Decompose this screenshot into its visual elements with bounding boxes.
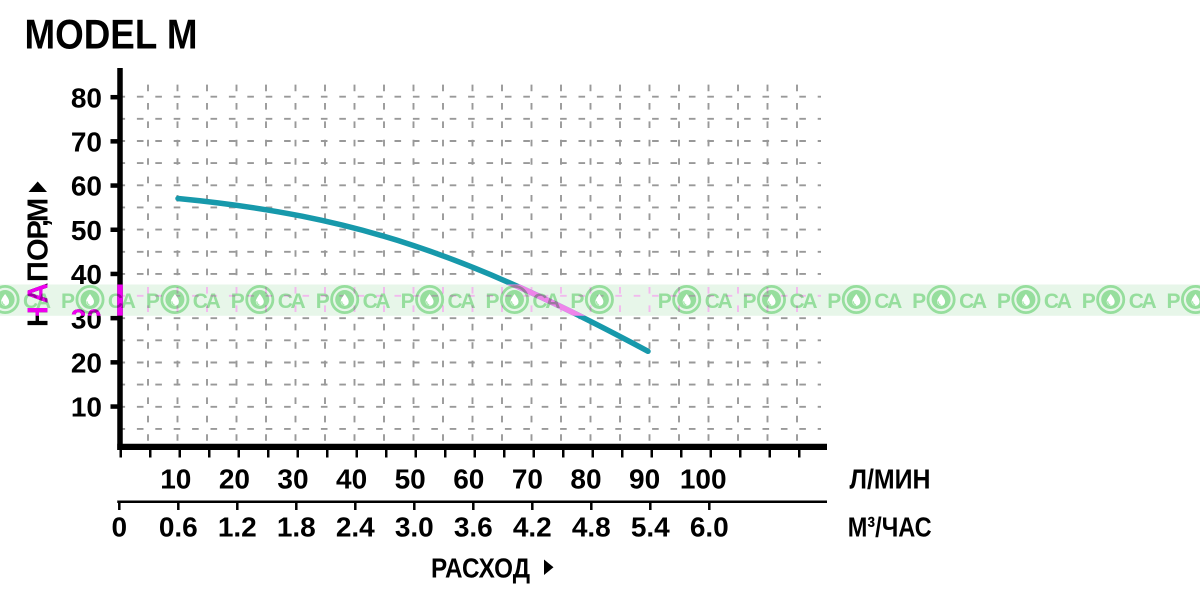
svg-text:Р: Р: [1167, 290, 1181, 313]
svg-text:Р: Р: [316, 290, 330, 313]
svg-text:СА: СА: [1044, 290, 1072, 313]
svg-text:1.8: 1.8: [277, 512, 316, 543]
svg-text:70: 70: [512, 464, 543, 495]
svg-text:СА: СА: [1129, 290, 1157, 313]
svg-text:3.6: 3.6: [454, 512, 493, 543]
svg-text:80: 80: [71, 82, 102, 113]
svg-text:Л/МИН: Л/МИН: [850, 464, 931, 495]
svg-text:СА: СА: [532, 290, 560, 313]
svg-text:СА: СА: [23, 290, 51, 313]
svg-text:20: 20: [71, 348, 102, 379]
svg-text:60: 60: [71, 171, 102, 202]
svg-text:Р: Р: [658, 290, 672, 313]
svg-text:СА: СА: [193, 290, 221, 313]
svg-text:СА: СА: [874, 290, 902, 313]
svg-text:2.4: 2.4: [336, 512, 375, 543]
svg-text:30: 30: [71, 303, 102, 334]
svg-text:0.6: 0.6: [159, 512, 198, 543]
svg-text:М³/ЧАС: М³/ЧАС: [848, 512, 932, 543]
svg-text:Р: Р: [997, 290, 1011, 313]
svg-text:10: 10: [71, 392, 102, 423]
svg-text:MODEL M: MODEL M: [25, 11, 198, 58]
svg-text:Р: Р: [146, 290, 160, 313]
svg-text:90: 90: [629, 464, 660, 495]
svg-text:Р: Р: [486, 290, 500, 313]
svg-text:40: 40: [336, 464, 367, 495]
svg-text:Р: Р: [1082, 290, 1096, 313]
svg-text:Р: Р: [743, 290, 757, 313]
svg-text:5.4: 5.4: [631, 512, 670, 543]
svg-text:СА: СА: [108, 290, 136, 313]
svg-text:СА: СА: [705, 290, 733, 313]
svg-text:СА: СА: [363, 290, 391, 313]
svg-text:Р: Р: [61, 290, 75, 313]
svg-text:3.0: 3.0: [395, 512, 434, 543]
svg-text:СА: СА: [959, 290, 987, 313]
svg-text:80: 80: [570, 464, 601, 495]
svg-text:НАПОР, М: НАПОР, М: [23, 198, 55, 327]
svg-text:Р: Р: [912, 290, 926, 313]
svg-text:70: 70: [71, 127, 102, 158]
svg-text:20: 20: [219, 464, 250, 495]
svg-text:10: 10: [160, 464, 191, 495]
svg-text:СА: СА: [278, 290, 306, 313]
svg-text:40: 40: [71, 259, 102, 290]
svg-text:50: 50: [395, 464, 426, 495]
svg-text:РАСХОД: РАСХОД: [431, 553, 530, 584]
svg-text:1.2: 1.2: [218, 512, 257, 543]
svg-text:4.2: 4.2: [513, 512, 552, 543]
svg-text:6.0: 6.0: [690, 512, 729, 543]
svg-text:60: 60: [453, 464, 484, 495]
svg-text:Р: Р: [231, 290, 245, 313]
svg-text:50: 50: [71, 215, 102, 246]
svg-text:30: 30: [277, 464, 308, 495]
svg-text:100: 100: [680, 464, 727, 495]
svg-text:СА: СА: [790, 290, 818, 313]
svg-text:Р: Р: [827, 290, 841, 313]
svg-text:Р: Р: [401, 290, 415, 313]
svg-text:СА: СА: [448, 290, 476, 313]
svg-text:0: 0: [112, 512, 128, 543]
svg-text:Р: Р: [570, 290, 584, 313]
svg-text:4.8: 4.8: [572, 512, 611, 543]
